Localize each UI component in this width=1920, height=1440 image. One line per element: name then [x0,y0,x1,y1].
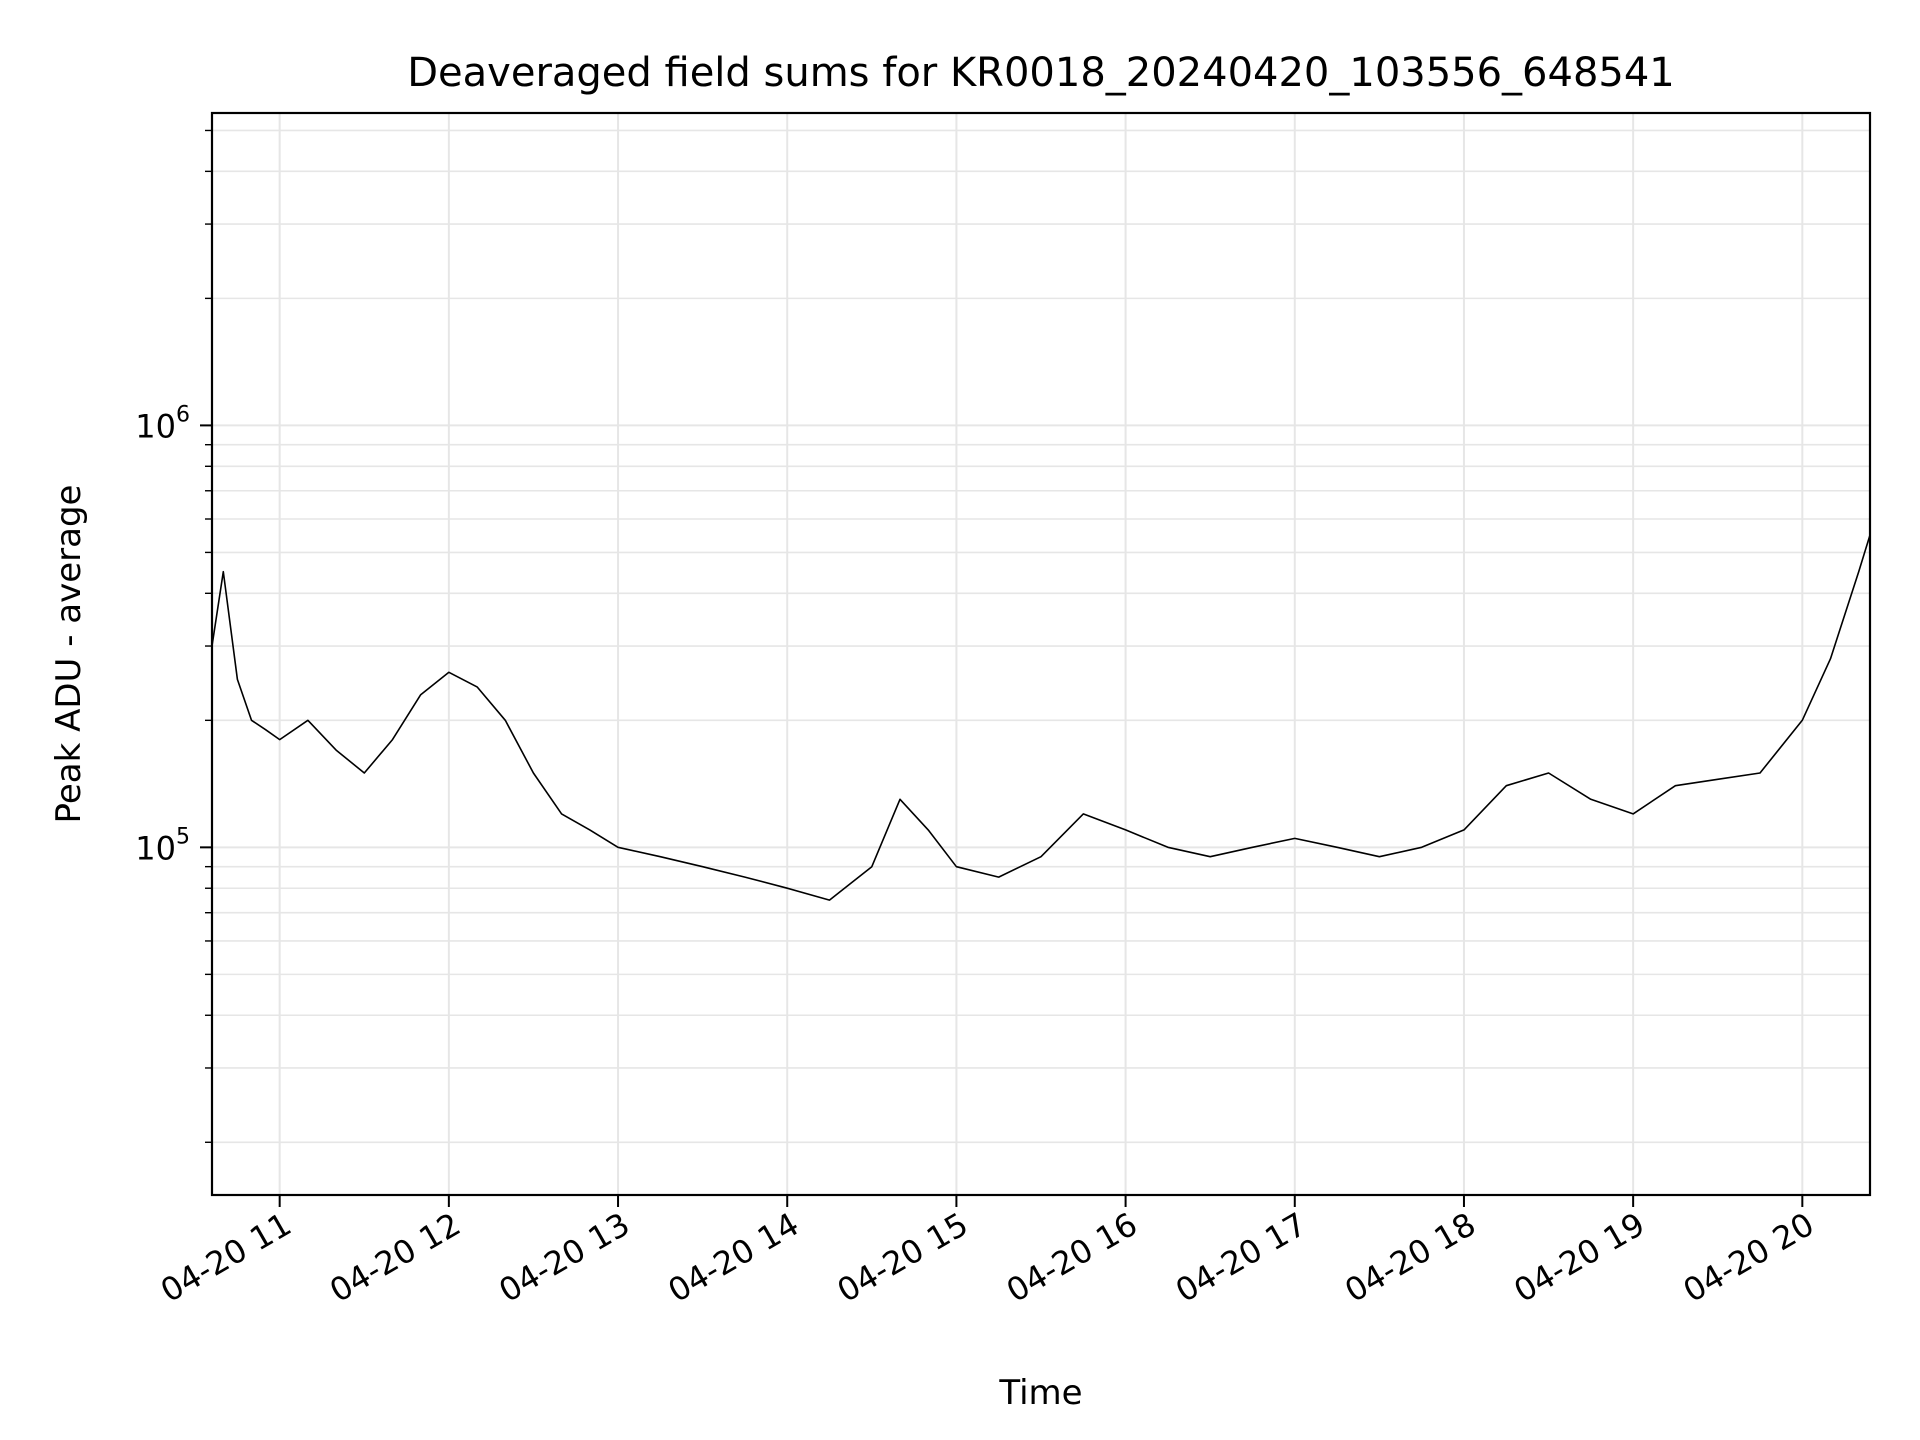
plot-frame [210,111,1872,1197]
y-tick-label-base: 10 [135,407,176,445]
series-line [211,534,1871,901]
y-tick-label: 106 [135,402,190,445]
series-layer [211,534,1871,901]
y-tick-label-exponent: 5 [176,824,190,849]
x-axis-label: Time [998,1373,1082,1413]
y-tick-label-exponent: 6 [176,402,190,427]
y-axis-label: Peak ADU - average [49,485,89,824]
y-tick-label-base: 10 [135,829,176,867]
chart-title: Deaveraged field sums for KR0018_2024042… [407,50,1675,96]
y-tick-label: 105 [135,824,190,867]
grid [212,113,1870,1195]
